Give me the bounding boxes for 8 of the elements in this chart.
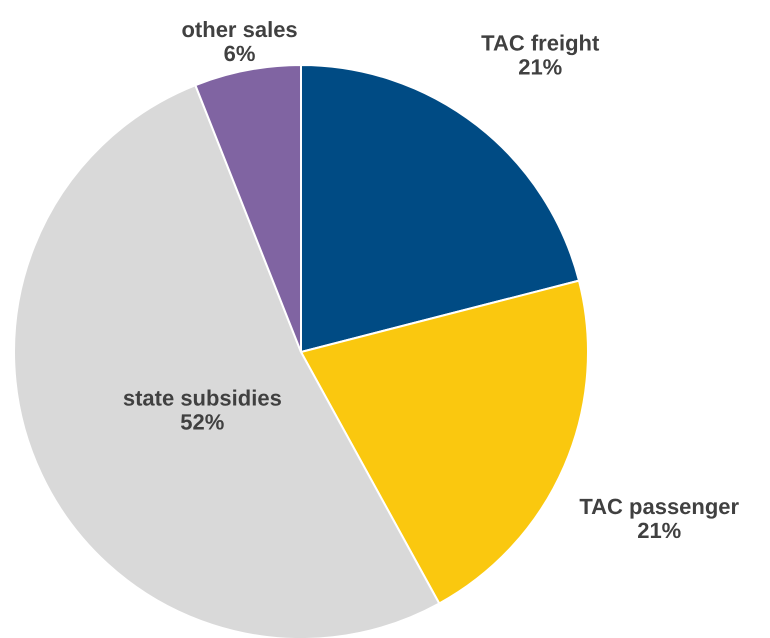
data-label: 21% [637,518,682,544]
data-label: 6% [224,41,256,66]
slice-label: TAC passenger [579,494,740,520]
data-label: 52% [180,409,224,434]
data-label: 21% [518,54,562,80]
slice-label: TAC freight [481,30,600,56]
slice-label: state subsidies [122,385,282,410]
slice-label: other sales [181,17,298,42]
